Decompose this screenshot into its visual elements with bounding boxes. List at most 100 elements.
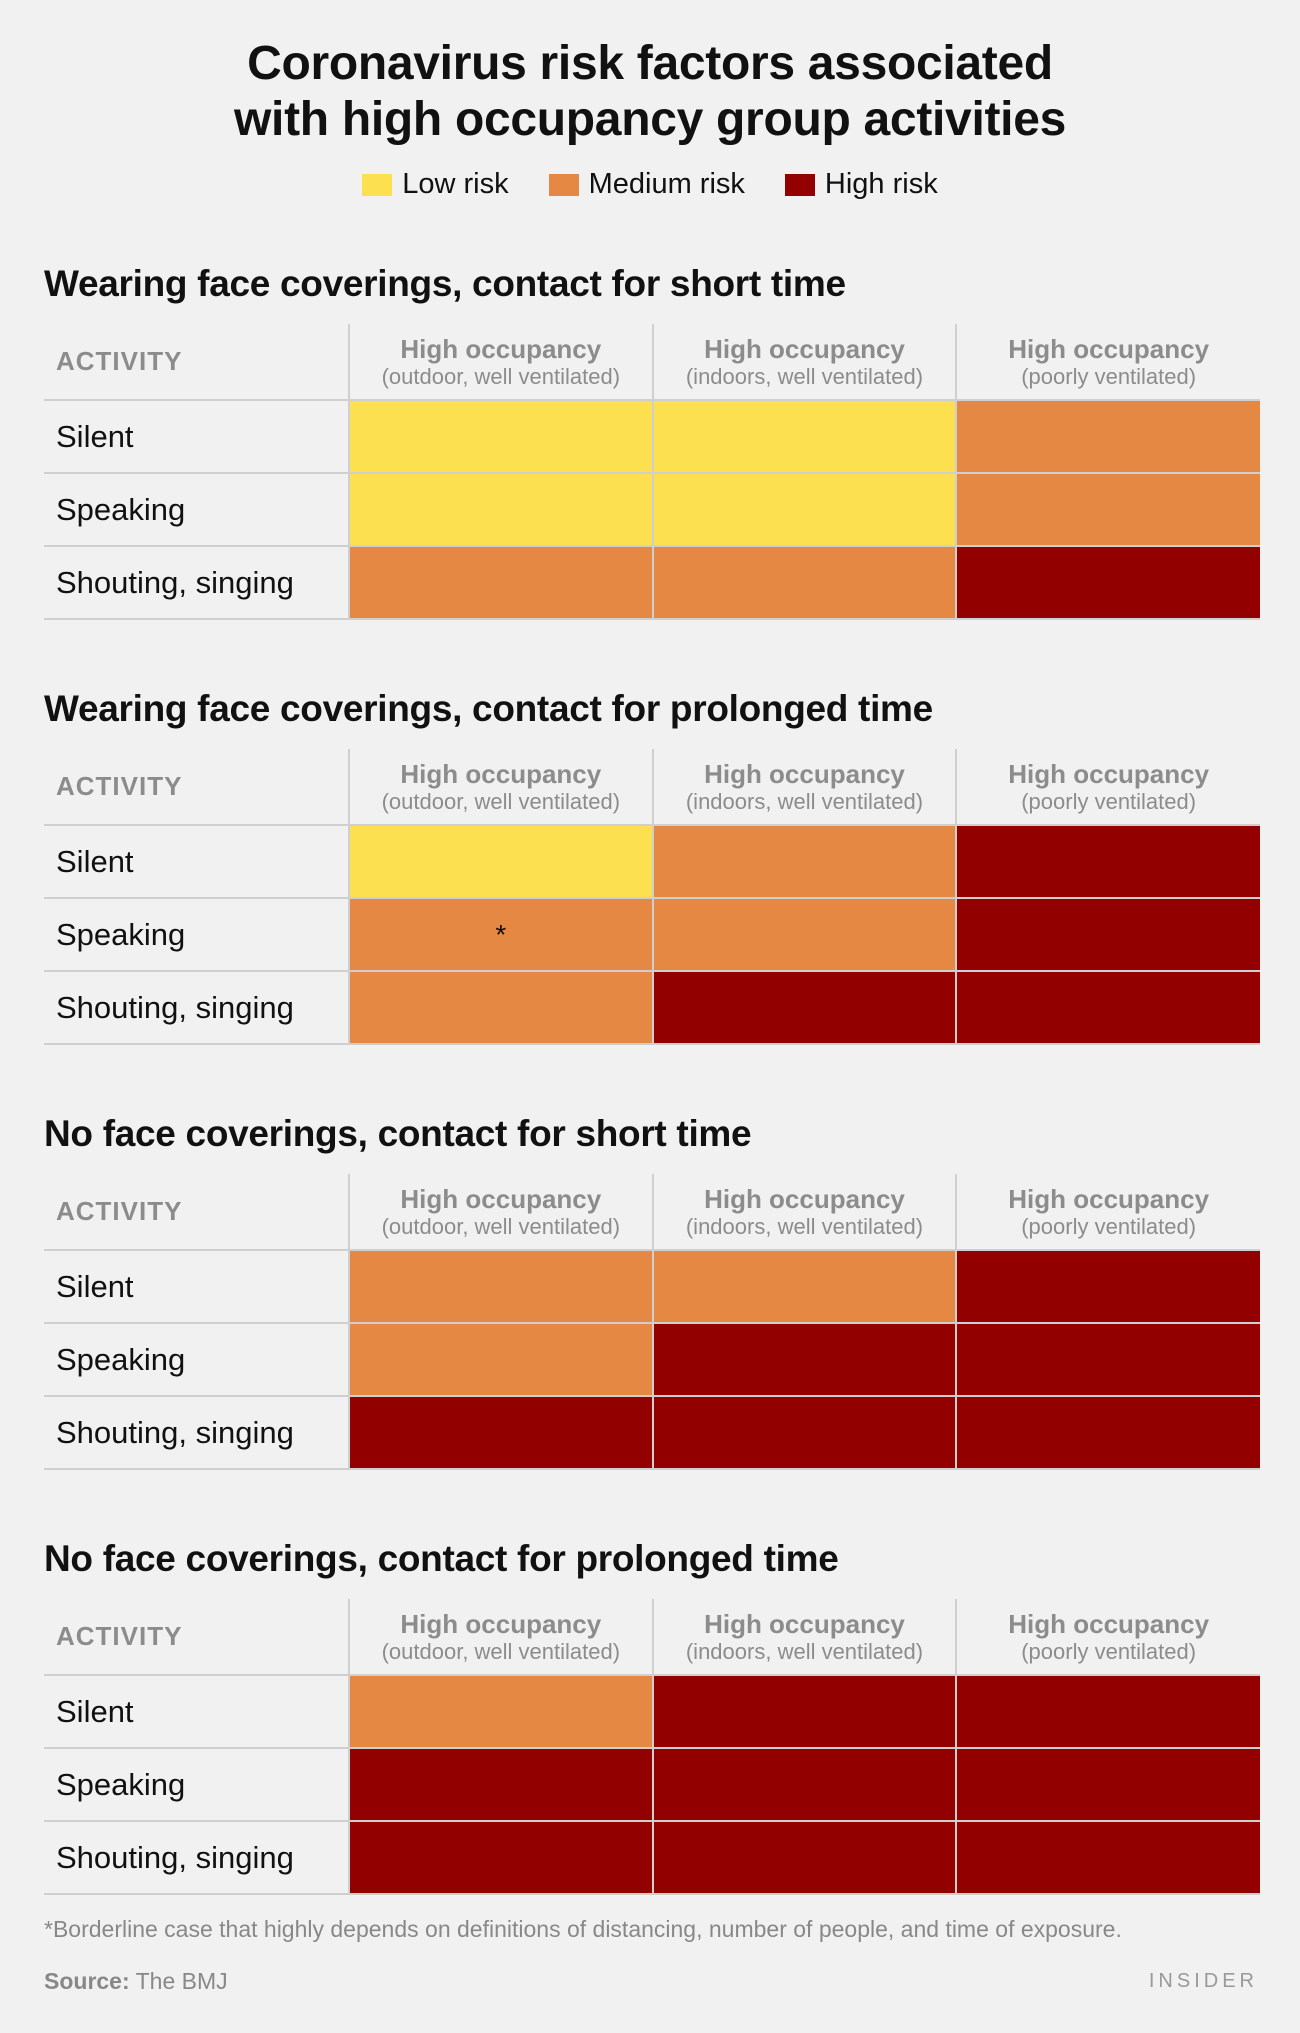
table-row: Speaking xyxy=(44,472,1260,547)
column-header-subtitle: (poorly ventilated) xyxy=(1021,1213,1197,1239)
risk-cell-high xyxy=(955,1395,1260,1470)
row-label: Speaking xyxy=(44,1747,349,1822)
column-header-activity: ACTIVITY xyxy=(56,346,183,376)
legend-swatch-low xyxy=(362,173,393,196)
risk-cell-high xyxy=(651,1820,958,1895)
table-row: Speaking xyxy=(44,1322,1260,1397)
risk-cell-medium xyxy=(348,1322,654,1397)
risk-cell-high xyxy=(955,1249,1260,1324)
table-row: Silent xyxy=(44,399,1260,474)
risk-cell-low xyxy=(651,472,958,547)
legend-label-high: High risk xyxy=(824,168,938,200)
column-header-title: High occupancy xyxy=(1008,1608,1210,1639)
chart-title: Coronavirus risk factors associated with… xyxy=(0,0,1300,148)
table-header-row: ACTIVITY High occupancy (outdoor, well ven… xyxy=(44,1599,1260,1675)
section-title: No face coverings, contact for short tim… xyxy=(44,1113,752,1154)
legend: Low risk Medium risk High risk xyxy=(0,168,1300,201)
table-row: Speaking * xyxy=(44,897,1260,972)
risk-cell-high xyxy=(651,1747,958,1822)
risk-cell-medium xyxy=(348,970,654,1045)
risk-cell-medium xyxy=(651,897,958,972)
column-header-subtitle: (indoors, well ventilated) xyxy=(685,788,924,814)
row-label: Speaking xyxy=(44,1322,349,1397)
risk-section: No face coverings, contact for short tim… xyxy=(44,1112,1260,1470)
risk-cell-high xyxy=(955,1674,1260,1749)
column-header: High occupancy (outdoor, well ventilated) xyxy=(348,324,653,400)
column-header: High occupancy (poorly ventilated) xyxy=(955,749,1260,825)
column-header: High occupancy (indoors, well ventilated) xyxy=(651,749,957,825)
risk-cell-medium xyxy=(348,545,654,620)
row-label: Silent xyxy=(44,1674,349,1749)
risk-cell-high xyxy=(955,1322,1260,1397)
risk-cell-high xyxy=(651,970,958,1045)
column-header: High occupancy (outdoor, well ventilated) xyxy=(348,749,653,825)
table-header-row: ACTIVITY High occupancy (outdoor, well ven… xyxy=(44,749,1260,825)
risk-cell-high xyxy=(348,1747,654,1822)
risk-cell-high xyxy=(651,1674,958,1749)
column-header: High occupancy (outdoor, well ventilated) xyxy=(348,1599,653,1675)
table-row: Silent xyxy=(44,824,1260,899)
table-row: Speaking xyxy=(44,1747,1260,1822)
row-label: Silent xyxy=(44,399,349,474)
risk-section: Wearing face coverings, contact for prol… xyxy=(44,687,1260,1045)
brand-logo: INSIDER xyxy=(1148,1970,1258,1992)
column-header-activity: ACTIVITY xyxy=(56,1621,183,1651)
table-row: Shouting, singing xyxy=(44,545,1260,620)
column-header-subtitle: (indoors, well ventilated) xyxy=(685,1213,924,1239)
column-header-subtitle: (outdoor, well ventilated) xyxy=(381,1213,621,1239)
risk-cell-medium xyxy=(955,472,1260,547)
risk-cell-high xyxy=(955,897,1260,972)
legend-item-low: Low risk xyxy=(362,168,509,201)
column-header-title: High occupancy xyxy=(400,333,602,364)
table-header-row: ACTIVITY High occupancy (outdoor, well ven… xyxy=(44,324,1260,400)
risk-cell-medium xyxy=(955,399,1260,474)
risk-cell-medium xyxy=(651,1249,958,1324)
risk-section: Wearing face coverings, contact for shor… xyxy=(44,262,1260,620)
risk-table: ACTIVITY High occupancy (outdoor, well ven… xyxy=(44,324,1260,620)
column-header-activity: ACTIVITY xyxy=(56,771,183,801)
title-line-1: Coronavirus risk factors associated xyxy=(247,37,1053,90)
column-header-title: High occupancy xyxy=(1008,758,1210,789)
column-header: High occupancy (outdoor, well ventilated) xyxy=(348,1174,653,1250)
row-label: Speaking xyxy=(44,472,349,547)
risk-cell-medium xyxy=(651,824,958,899)
source-value: The BMJ xyxy=(135,1968,228,1994)
column-header-subtitle: (poorly ventilated) xyxy=(1021,788,1197,814)
section-title: Wearing face coverings, contact for prol… xyxy=(44,688,933,729)
column-header-title: High occupancy xyxy=(704,1608,905,1639)
legend-item-high: High risk xyxy=(784,168,938,201)
table-header-row: ACTIVITY High occupancy (outdoor, well ven… xyxy=(44,1174,1260,1250)
table-row: Shouting, singing xyxy=(44,1395,1260,1470)
row-label: Speaking xyxy=(44,897,349,972)
column-header-subtitle: (outdoor, well ventilated) xyxy=(381,363,621,389)
risk-cell-medium xyxy=(651,545,958,620)
risk-cell-high xyxy=(348,1395,654,1470)
risk-table: ACTIVITY High occupancy (outdoor, well ven… xyxy=(44,1174,1260,1470)
table-row: Silent xyxy=(44,1674,1260,1749)
table-row: Shouting, singing xyxy=(44,1820,1260,1895)
legend-swatch-high xyxy=(784,173,815,196)
risk-table: ACTIVITY High occupancy (outdoor, well ven… xyxy=(44,749,1260,1045)
column-header-subtitle: (indoors, well ventilated) xyxy=(685,363,924,389)
risk-cell-high xyxy=(651,1322,958,1397)
column-header-subtitle: (poorly ventilated) xyxy=(1021,1638,1197,1664)
column-header-subtitle: (outdoor, well ventilated) xyxy=(381,788,621,814)
risk-cell-medium xyxy=(348,1674,654,1749)
source-line: Source: The BMJ xyxy=(44,1968,228,1995)
row-label: Silent xyxy=(44,1249,349,1324)
column-header: High occupancy (indoors, well ventilated) xyxy=(651,1174,957,1250)
row-label: Shouting, singing xyxy=(44,1395,349,1470)
column-header: High occupancy (indoors, well ventilated) xyxy=(651,324,957,400)
source-label: Source: xyxy=(44,1968,130,1994)
column-header-title: High occupancy xyxy=(704,1183,905,1214)
risk-cell-medium xyxy=(348,1249,654,1324)
table-row: Shouting, singing xyxy=(44,970,1260,1045)
risk-cell-high xyxy=(955,1747,1260,1822)
legend-label-low: Low risk xyxy=(402,168,509,200)
column-header-subtitle: (indoors, well ventilated) xyxy=(685,1638,924,1664)
column-header-title: High occupancy xyxy=(400,758,602,789)
column-header-activity: ACTIVITY xyxy=(56,1196,183,1226)
section-title: Wearing face coverings, contact for shor… xyxy=(44,263,846,304)
row-label: Shouting, singing xyxy=(44,545,349,620)
risk-table: ACTIVITY High occupancy (outdoor, well ven… xyxy=(44,1599,1260,1895)
